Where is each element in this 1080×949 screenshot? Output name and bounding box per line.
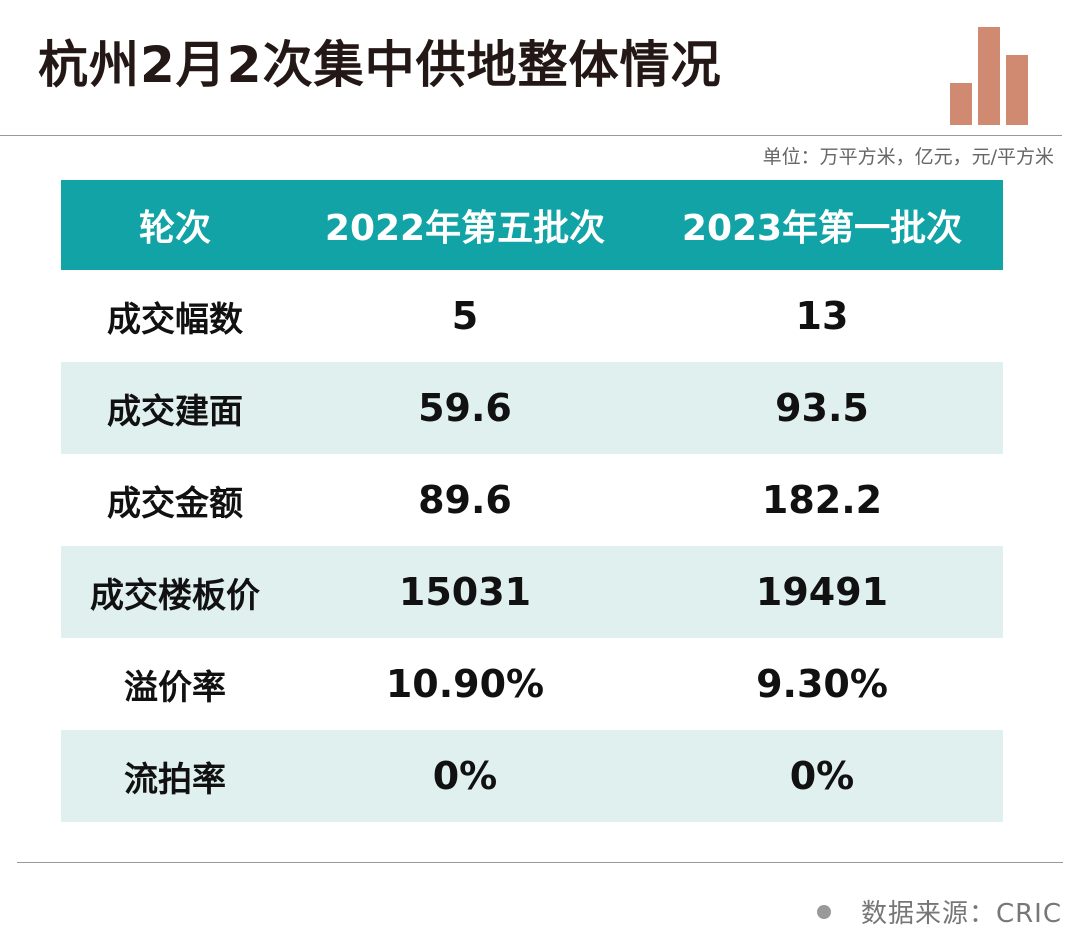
page-title: 杭州2月2次集中供地整体情况 bbox=[38, 36, 722, 94]
cell-value: 10.90% bbox=[385, 662, 545, 706]
cell-value: 89.6 bbox=[418, 478, 512, 522]
row-label: 流拍率 bbox=[61, 730, 289, 822]
cell-value: 182.2 bbox=[761, 478, 883, 522]
bar-chart-logo-icon bbox=[950, 25, 1030, 125]
header-round: 轮次 bbox=[61, 180, 289, 270]
header-2022-batch5: 2022年第五批次 bbox=[289, 180, 641, 270]
cell-value: 59.6 bbox=[289, 362, 641, 454]
logo-bar-mid bbox=[1006, 55, 1028, 125]
bullet-icon bbox=[816, 904, 831, 919]
table-header-row: 轮次 2022年第五批次 2023年第一批次 bbox=[61, 180, 1003, 270]
row-label: 成交金额 bbox=[107, 483, 243, 524]
bottom-divider bbox=[17, 862, 1063, 863]
cell-value: 9.30% bbox=[756, 662, 888, 706]
cell-value: 15031 bbox=[289, 546, 641, 638]
cell-value: 0% bbox=[641, 730, 1003, 822]
table-row: 成交楼板价 15031 19491 bbox=[61, 546, 1003, 638]
table-row: 流拍率 0% 0% bbox=[61, 730, 1003, 822]
data-source: 数据来源：CRIC bbox=[816, 893, 1062, 930]
table-row: 溢价率 10.90% 9.30% bbox=[61, 638, 1003, 730]
supply-summary-table: 轮次 2022年第五批次 2023年第一批次 成交幅数 5 13 成交建面 59… bbox=[61, 180, 1003, 822]
row-label: 成交建面 bbox=[61, 362, 289, 454]
cell-value: 13 bbox=[795, 294, 849, 338]
cell-value: 19491 bbox=[641, 546, 1003, 638]
cell-value: 0% bbox=[289, 730, 641, 822]
unit-note: 单位：万平方米，亿元，元/平方米 bbox=[762, 146, 1054, 168]
table-row: 成交金额 89.6 182.2 bbox=[61, 454, 1003, 546]
table-row: 成交建面 59.6 93.5 bbox=[61, 362, 1003, 454]
top-divider bbox=[0, 135, 1062, 136]
header-2023-batch1: 2023年第一批次 bbox=[641, 180, 1003, 270]
table-row: 成交幅数 5 13 bbox=[61, 270, 1003, 362]
row-label: 成交楼板价 bbox=[61, 546, 289, 638]
row-label: 溢价率 bbox=[124, 667, 226, 708]
cell-value: 93.5 bbox=[641, 362, 1003, 454]
row-label: 成交幅数 bbox=[107, 299, 243, 340]
cell-value: 5 bbox=[451, 294, 479, 338]
source-text: 数据来源：CRIC bbox=[860, 899, 1062, 929]
logo-bar-short bbox=[950, 83, 972, 125]
logo-bar-tall bbox=[978, 27, 1000, 125]
